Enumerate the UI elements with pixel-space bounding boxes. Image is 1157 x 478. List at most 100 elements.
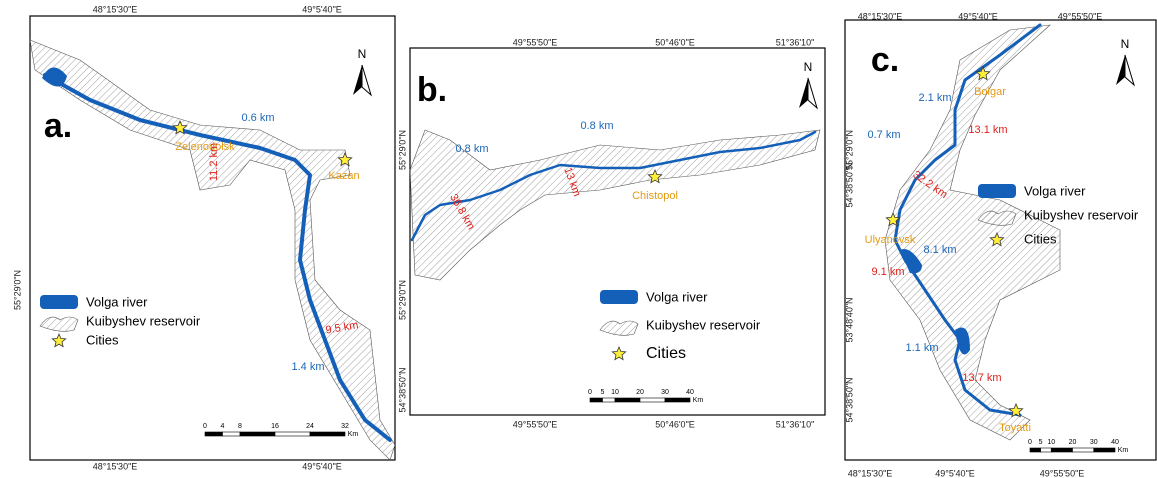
scale-segment bbox=[1029, 447, 1041, 453]
coordinate-label: 48°15'30"E bbox=[93, 4, 138, 14]
city-label: Chistopol bbox=[632, 190, 678, 202]
river bbox=[43, 73, 392, 442]
scale-label: 40 bbox=[686, 389, 694, 396]
coordinate-label: 49°5'40"E bbox=[958, 11, 998, 21]
north-arrow bbox=[361, 64, 372, 97]
legend-label: Cities bbox=[646, 345, 686, 362]
panel-frame bbox=[29, 15, 396, 461]
coordinate-label: 48°15'30"E bbox=[93, 461, 138, 471]
legend-reservoir bbox=[39, 316, 79, 332]
city-label: Ulyanovsk bbox=[865, 234, 916, 246]
scale-label: 24 bbox=[306, 423, 314, 430]
scale-unit: Km bbox=[693, 397, 704, 404]
width-label: 0.8 km bbox=[455, 143, 488, 155]
coordinate-label: 48°15'30"E bbox=[858, 11, 903, 21]
scale-label: 16 bbox=[271, 423, 279, 430]
width-label: 0.8 km bbox=[580, 120, 613, 132]
river-lake bbox=[955, 327, 970, 355]
panel-label: c. bbox=[871, 41, 899, 79]
scale-segment bbox=[589, 397, 603, 403]
scale-segment bbox=[614, 397, 641, 403]
city-label: Bolgar bbox=[974, 86, 1006, 98]
scale-label: 4 bbox=[221, 423, 225, 430]
scale-label: 30 bbox=[1090, 439, 1098, 446]
city-star bbox=[611, 345, 627, 361]
scale-segment bbox=[274, 431, 311, 437]
north-arrow bbox=[353, 65, 362, 95]
panel-frame bbox=[409, 47, 826, 416]
width-label: 0.6 km bbox=[241, 112, 274, 124]
width-label: 13.1 km bbox=[968, 124, 1007, 136]
scale-segment bbox=[1040, 447, 1052, 453]
coordinate-label: 49°5'40"E bbox=[935, 468, 975, 478]
scale-unit: Km bbox=[348, 431, 359, 438]
scale-segment bbox=[639, 397, 666, 403]
north-label: N bbox=[358, 47, 367, 61]
river-lake bbox=[900, 249, 922, 274]
scale-label: 10 bbox=[611, 389, 619, 396]
north-arrow bbox=[1124, 54, 1135, 87]
coordinate-label: 49°5'40"E bbox=[302, 461, 342, 471]
scale-segment bbox=[1093, 447, 1116, 453]
scale-label: 0 bbox=[203, 423, 207, 430]
city-star bbox=[647, 168, 663, 184]
reservoir bbox=[884, 24, 1061, 441]
river-lake bbox=[42, 67, 67, 87]
coordinate-label: 54°38'50"N bbox=[397, 367, 407, 412]
legend-label: Kuibyshev reservoir bbox=[646, 317, 761, 332]
width-label: 2.1 km bbox=[918, 92, 951, 104]
width-label: 1.1 km bbox=[905, 342, 938, 354]
scale-label: 0 bbox=[588, 389, 592, 396]
scale-label: 0 bbox=[1028, 439, 1032, 446]
legend-river bbox=[600, 290, 638, 304]
scale-segment bbox=[309, 431, 346, 437]
legend-reservoir bbox=[599, 320, 639, 336]
scale-segment bbox=[1050, 447, 1073, 453]
north-arrow bbox=[799, 78, 808, 108]
legend-label: Cities bbox=[86, 332, 119, 347]
city-star bbox=[337, 151, 353, 167]
coordinate-label: 49°55'50"E bbox=[1040, 468, 1085, 478]
coordinate-label: 49°5'40"E bbox=[302, 4, 342, 14]
scale-label: 20 bbox=[1069, 439, 1077, 446]
legend-label: Kuibyshev reservoir bbox=[1024, 207, 1139, 222]
north-label: N bbox=[804, 60, 813, 74]
legend-label: Volga river bbox=[86, 294, 148, 309]
legend-label: Volga river bbox=[1024, 183, 1086, 198]
scale-segment bbox=[222, 431, 241, 437]
reservoir bbox=[409, 129, 821, 281]
scale-segment bbox=[602, 397, 616, 403]
city-star bbox=[172, 119, 188, 135]
coordinate-label: 54°38'50"N bbox=[844, 162, 854, 207]
width-label: 9.1 km bbox=[871, 266, 904, 278]
legend-river bbox=[978, 184, 1016, 198]
coordinate-label: 50°46'0"E bbox=[655, 37, 695, 47]
coordinate-label: 51°36'10" bbox=[776, 419, 815, 429]
scale-label: 8 bbox=[238, 423, 242, 430]
coordinate-label: 50°46'0"E bbox=[655, 419, 695, 429]
north-label: N bbox=[1121, 37, 1130, 51]
width-label: 13.7 km bbox=[962, 372, 1001, 384]
reservoir bbox=[29, 39, 396, 461]
scale-label: 10 bbox=[1047, 439, 1055, 446]
coordinate-label: 49°55'50"E bbox=[513, 419, 558, 429]
city-star bbox=[989, 231, 1005, 247]
scale-segment bbox=[664, 397, 691, 403]
width-label: 0.7 km bbox=[867, 129, 900, 141]
city-label: Zelenodolsk bbox=[175, 141, 235, 153]
width-label: 11.2 km bbox=[208, 143, 220, 181]
width-label: 8.1 km bbox=[923, 244, 956, 256]
legend-label: Volga river bbox=[646, 289, 708, 304]
legend-label: Cities bbox=[1024, 231, 1057, 246]
coordinate-label: 49°55'50"E bbox=[513, 37, 558, 47]
city-star bbox=[885, 211, 901, 227]
scale-segment bbox=[204, 431, 223, 437]
coordinate-label: 54°38'50"N bbox=[844, 377, 854, 422]
coordinate-label: 55°29'0"N bbox=[12, 270, 22, 310]
city-star bbox=[975, 65, 991, 81]
city-label: Kazan bbox=[328, 170, 359, 182]
coordinate-label: 51°36'10" bbox=[776, 37, 815, 47]
river bbox=[410, 130, 817, 242]
scale-segment bbox=[1072, 447, 1095, 453]
coordinate-label: 48°15'30"E bbox=[848, 468, 893, 478]
